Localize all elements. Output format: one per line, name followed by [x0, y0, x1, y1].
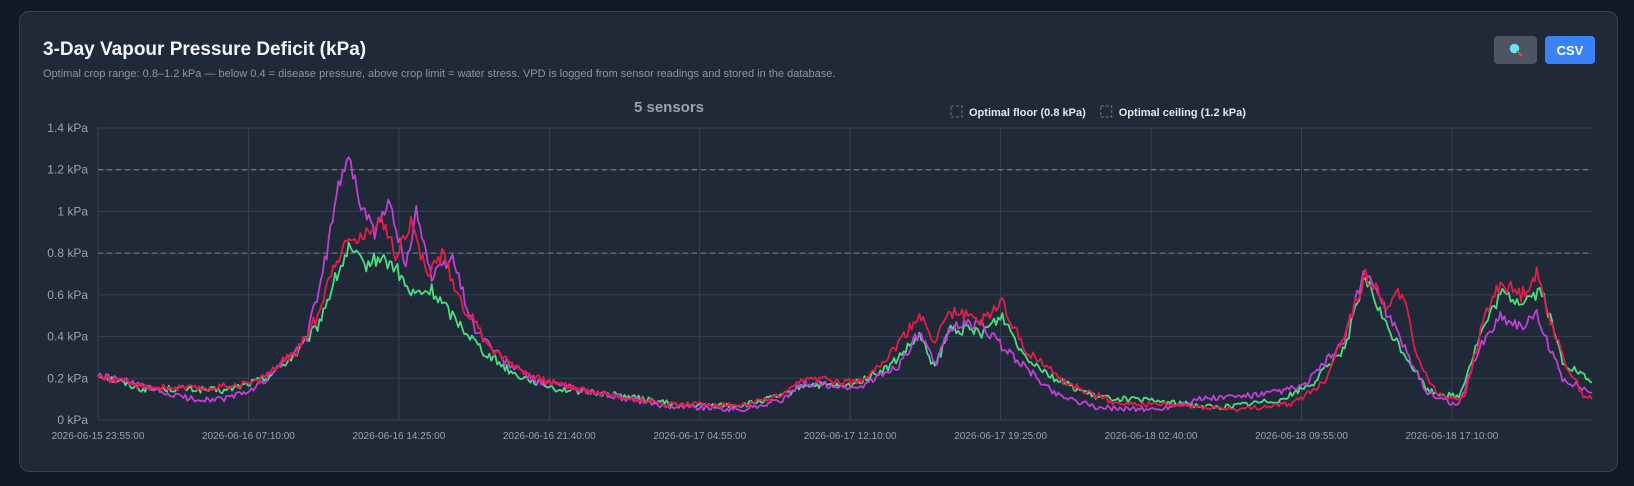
chart-title: 5 sensors [634, 99, 704, 116]
vpd-chart-card: 3-Day Vapour Pressure Deficit (kPa) Opti… [19, 11, 1618, 472]
csv-export-button[interactable]: CSV [1545, 36, 1595, 64]
y-tick-label: 1.4 kPa [47, 121, 88, 135]
legend-swatch[interactable] [1100, 105, 1113, 118]
y-axis-ticks: 0 kPa 0.2 kPa 0.4 kPa 0.6 kPa 0.8 kPa 1 kPa 1.… [47, 121, 88, 427]
series-lines [97, 156, 1593, 413]
series-line [97, 216, 1593, 413]
search-icon [1509, 43, 1523, 57]
y-tick-label: 0.4 kPa [47, 330, 88, 344]
x-axis-ticks: 2026-06-15 23:55:00 2026-06-16 07:10:00 20… [52, 431, 1499, 442]
x-tick-label: 2026-06-18 02:40:00 [1105, 431, 1198, 442]
x-tick-label: 2026-06-15 23:55:00 [52, 431, 145, 442]
x-tick-label: 2026-06-17 19:25:00 [954, 431, 1047, 442]
legend-entry[interactable]: Optimal ceiling (1.2 kPa) [1119, 107, 1246, 119]
y-tick-label: 0.2 kPa [47, 371, 88, 385]
y-tick-label: 1 kPa [57, 204, 88, 218]
x-tick-label: 2026-06-18 09:55:00 [1255, 431, 1348, 442]
threshold-lines [98, 169, 1592, 254]
y-tick-label: 0.8 kPa [47, 246, 88, 260]
y-tick-label: 0.6 kPa [47, 288, 88, 302]
card-title: 3-Day Vapour Pressure Deficit (kPa) [43, 39, 367, 60]
y-tick-label: 0 kPa [57, 413, 88, 427]
legend: Optimal floor (0.8 kPa) Optimal ceiling (… [950, 105, 1246, 119]
x-tick-label: 2026-06-17 04:55:00 [653, 431, 746, 442]
y-tick-label: 1.2 kPa [47, 163, 88, 177]
legend-swatch[interactable] [950, 105, 963, 118]
x-tick-label: 2026-06-16 14:25:00 [352, 431, 445, 442]
x-tick-label: 2026-06-18 17:10:00 [1406, 431, 1499, 442]
x-tick-label: 2026-06-17 12:10:00 [804, 431, 897, 442]
x-tick-label: 2026-06-16 21:40:00 [503, 431, 596, 442]
zoom-button[interactable] [1494, 36, 1537, 64]
legend-entry[interactable]: Optimal floor (0.8 kPa) [969, 107, 1086, 119]
x-tick-label: 2026-06-16 07:10:00 [202, 431, 295, 442]
series-line [97, 241, 1593, 411]
card-subtitle: Optimal crop range: 0.8–1.2 kPa — below … [43, 68, 836, 80]
series-line [97, 156, 1593, 413]
